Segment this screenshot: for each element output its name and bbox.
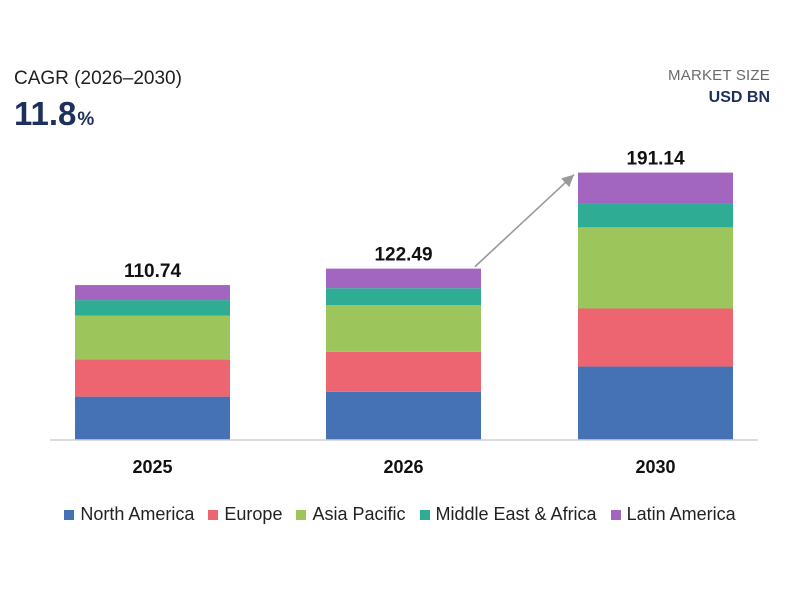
- market-size-label: MARKET SIZE: [668, 67, 770, 84]
- legend-label-europe: Europe: [224, 504, 283, 524]
- legend-swatch-north-america: [64, 509, 75, 520]
- stacked-bar-chart: 110.74 2025 122.49 2026 191.14 2030: [50, 149, 758, 477]
- growth-arrow-head: [561, 174, 574, 188]
- bar-2026-middle-east-africa: [326, 288, 481, 305]
- bar-2025-middle-east-africa: [75, 300, 230, 316]
- bar-2030-middle-east-africa: [578, 203, 733, 228]
- legend-label-north-america: North America: [80, 504, 195, 524]
- x-tick-label-2026: 2026: [383, 457, 423, 477]
- legend-label-latin-america: Latin America: [626, 504, 736, 524]
- bar-2025-asia-pacific: [75, 315, 230, 360]
- cagr-label: CAGR (2026–2030): [14, 68, 182, 89]
- legend-item-europe: Europe: [208, 504, 282, 525]
- bar-2025-north-america: [75, 396, 230, 440]
- legend-swatch-asia-pacific: [296, 509, 307, 520]
- total-label-2026: 122.49: [374, 245, 432, 266]
- bar-2025-latin-america: [75, 285, 230, 301]
- x-tick-label-2030: 2030: [635, 457, 675, 477]
- bar-2030-north-america: [578, 366, 733, 440]
- legend-item-middle-east-africa: Middle East & Africa: [419, 504, 597, 525]
- x-tick-label-2025: 2025: [132, 457, 172, 477]
- total-label-2030: 191.14: [626, 149, 685, 170]
- legend-label-middle-east-africa: Middle East & Africa: [435, 504, 597, 524]
- cagr-unit: %: [77, 109, 95, 130]
- cagr-number: 11.8: [14, 95, 77, 132]
- legend-item-asia-pacific: Asia Pacific: [296, 504, 406, 525]
- bar-2026-north-america: [326, 391, 481, 440]
- bar-2030-europe: [578, 308, 733, 367]
- legend-swatch-latin-america: [610, 509, 621, 520]
- bar-2026-asia-pacific: [326, 304, 481, 352]
- growth-arrow-line: [474, 174, 575, 268]
- bar-2030-asia-pacific: [578, 227, 733, 309]
- legend-item-north-america: North America: [64, 504, 194, 525]
- legend-swatch-middle-east-africa: [419, 509, 430, 520]
- bar-2025-europe: [75, 359, 230, 397]
- legend-item-latin-america: Latin America: [610, 504, 736, 525]
- bar-2026-europe: [326, 351, 481, 392]
- legend-label-asia-pacific: Asia Pacific: [312, 504, 406, 524]
- total-label-2025: 110.74: [124, 261, 181, 282]
- bar-2026-latin-america: [326, 268, 481, 289]
- bar-2030-latin-america: [578, 172, 733, 204]
- cagr-value: 11.8%: [14, 95, 94, 133]
- market-size-unit: USD BN: [708, 89, 770, 106]
- chart-legend: North America Europe Asia Pacific Middle Ea…: [0, 504, 800, 525]
- legend-swatch-europe: [208, 509, 219, 520]
